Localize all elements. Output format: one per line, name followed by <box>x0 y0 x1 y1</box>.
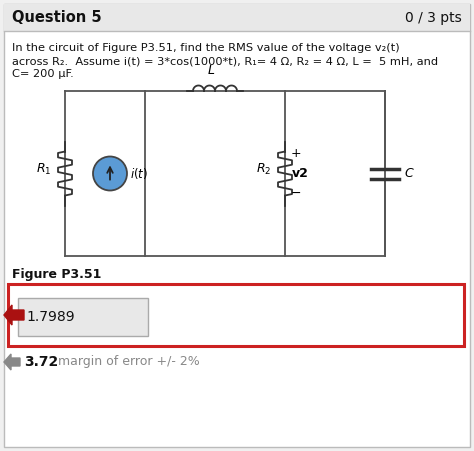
Text: Question 5: Question 5 <box>12 10 101 26</box>
Text: $R_1$: $R_1$ <box>36 162 51 177</box>
Text: 1.7989: 1.7989 <box>26 310 74 324</box>
Circle shape <box>93 156 127 190</box>
Text: 3.72: 3.72 <box>24 355 58 369</box>
Text: $C$: $C$ <box>404 167 415 180</box>
FancyBboxPatch shape <box>18 298 148 336</box>
Text: In the circuit of Figure P3.51, find the RMS value of the voltage v₂(t): In the circuit of Figure P3.51, find the… <box>12 43 400 53</box>
Text: $L$: $L$ <box>207 64 215 77</box>
FancyBboxPatch shape <box>4 4 470 447</box>
Text: +: + <box>291 147 301 160</box>
Polygon shape <box>4 354 20 370</box>
FancyBboxPatch shape <box>8 284 464 346</box>
Text: v2: v2 <box>292 167 309 180</box>
Polygon shape <box>4 305 24 325</box>
Text: Figure P3.51: Figure P3.51 <box>12 268 101 281</box>
Text: $i(t)$: $i(t)$ <box>130 166 148 181</box>
Text: across R₂.  Assume i(t) = 3*cos(1000*t), R₁= 4 Ω, R₂ = 4 Ω, L =  5 mH, and: across R₂. Assume i(t) = 3*cos(1000*t), … <box>12 56 438 66</box>
Text: 0 / 3 pts: 0 / 3 pts <box>405 11 462 25</box>
Text: C= 200 μF.: C= 200 μF. <box>12 69 74 79</box>
Text: margin of error +/- 2%: margin of error +/- 2% <box>50 355 200 368</box>
Text: −: − <box>291 187 301 200</box>
Text: $R_2$: $R_2$ <box>255 162 271 177</box>
FancyBboxPatch shape <box>4 4 470 31</box>
